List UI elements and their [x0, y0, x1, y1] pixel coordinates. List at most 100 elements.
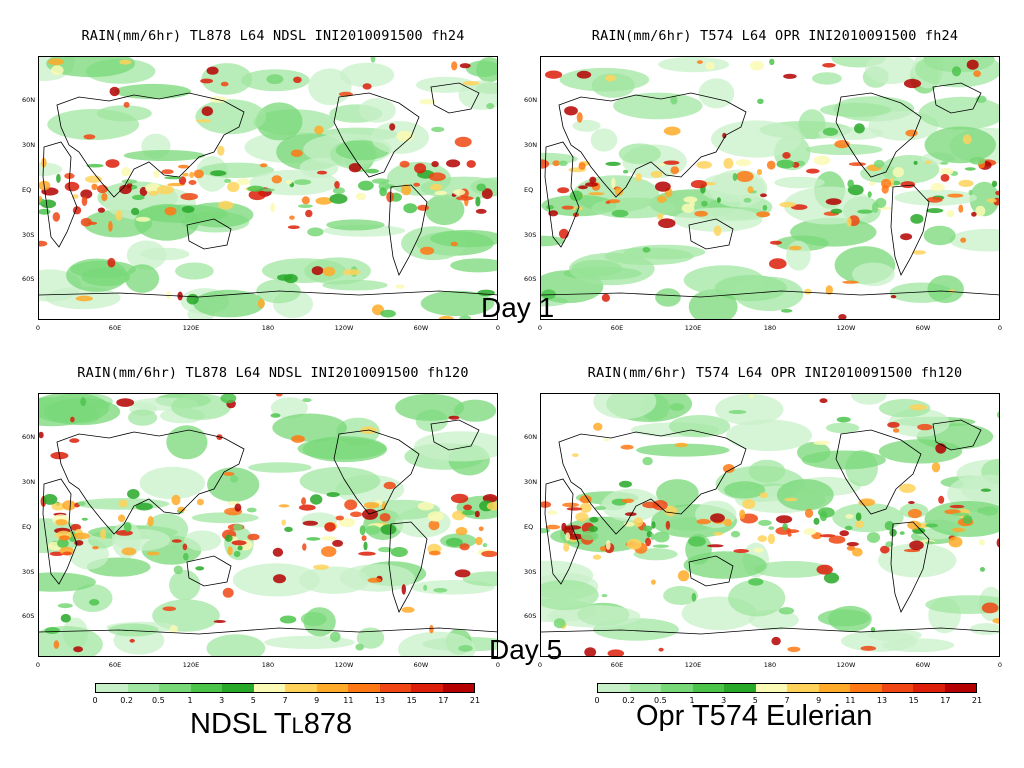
- lon-tick-label: 0: [537, 661, 543, 669]
- lon-tick-label: 0: [537, 324, 543, 332]
- colorbar-tick-label: 0.2: [622, 696, 636, 705]
- colorbar-cell: [944, 684, 976, 692]
- colorbar-cell: [96, 684, 128, 692]
- colorbar-cell: [913, 684, 945, 692]
- map-panel-ndsl-day1: RAIN(mm/6hr) TL878 L64 NDSL INI201009150…: [22, 28, 508, 338]
- colorbar-tick-label: 15: [908, 696, 919, 705]
- lon-tick-label: 120W: [334, 661, 354, 669]
- colorbar-tick-label: 17: [940, 696, 951, 705]
- colorbar-labels: 0 0.2 0.5 1 3 5 7 9 11 13 15 17 21: [594, 696, 982, 710]
- colorbar-tick-label: 3: [721, 696, 727, 705]
- map-panel-ndsl-day5: RAIN(mm/6hr) TL878 L64 NDSL INI201009150…: [22, 365, 508, 675]
- colorbar-tick-label: 13: [876, 696, 888, 705]
- lon-tick-label: 60E: [108, 324, 122, 332]
- lon-tick-label: 60W: [915, 324, 931, 332]
- lat-tick-label: 60N: [524, 96, 538, 104]
- lon-tick-label: 120W: [836, 661, 856, 669]
- lon-tick-label: 0: [997, 661, 1003, 669]
- colorbar-tick-label: 11: [343, 696, 354, 705]
- rain-field: [39, 57, 497, 319]
- panel-title: RAIN(mm/6hr) T574 L64 OPR INI2010091500 …: [591, 28, 959, 44]
- lat-tick-label: 30S: [22, 231, 35, 239]
- lat-tick-label: 30S: [22, 568, 35, 576]
- colorbar-cell: [724, 684, 756, 692]
- colorbar-cell: [661, 684, 693, 692]
- lon-tick-label: 0: [997, 324, 1003, 332]
- day-label-1: Day 1: [481, 292, 555, 323]
- colorbar-tick-label: 13: [374, 696, 386, 705]
- lon-tick-label: 120E: [684, 324, 702, 332]
- colorbar-tick-label: 9: [816, 696, 822, 705]
- caption-prefix: NDSL T: [190, 708, 292, 740]
- colorbar-cell: [598, 684, 630, 692]
- colorbar-tick-label: 9: [314, 696, 320, 705]
- lon-tick-label: 180: [763, 661, 777, 669]
- lat-tick-label: EQ: [22, 523, 32, 531]
- colorbar-tick-label: 1: [187, 696, 193, 705]
- caption-subscript: L: [291, 713, 304, 738]
- lat-tick-label: 30S: [524, 231, 537, 239]
- lon-tick-label: 120E: [182, 661, 200, 669]
- colorbar-tick-label: 0.5: [151, 696, 165, 705]
- colorbar-cell: [159, 684, 191, 692]
- colorbar-tick-label: 0.2: [120, 696, 134, 705]
- colorbar-cell: [818, 684, 850, 692]
- lon-tick-label: 0: [495, 661, 501, 669]
- colorbar-tick-label: 1: [689, 696, 695, 705]
- lat-tick-label: 60N: [22, 96, 36, 104]
- colorbar-cells: [597, 683, 977, 693]
- lon-tick-label: 0: [35, 661, 41, 669]
- colorbar-labels: 0 0.2 0.5 1 3 5 7 9 11 13 15 17 21: [92, 696, 480, 710]
- map-panel-opr-day5: RAIN(mm/6hr) T574 L64 OPR INI2010091500 …: [524, 365, 1010, 675]
- colorbar-tick-label: 15: [406, 696, 417, 705]
- rain-field: [541, 57, 999, 319]
- colorbar-left: 0 0.2 0.5 1 3 5 7 9 11 13 15 17 21: [92, 683, 480, 713]
- lat-tick-label: 30N: [524, 141, 538, 149]
- day-label-5: Day 5: [489, 634, 563, 665]
- caption-opr: Opr T574 Eulerian: [636, 700, 873, 732]
- lon-tick-label: 60E: [610, 324, 624, 332]
- lat-tick-label: 60S: [524, 612, 537, 620]
- colorbar-tick-label: 3: [219, 696, 225, 705]
- colorbar-cell: [411, 684, 443, 692]
- lat-tick-label: 30N: [524, 478, 538, 486]
- lat-tick-label: 30S: [524, 568, 537, 576]
- lon-tick-label: 180: [763, 324, 777, 332]
- rain-map: [38, 56, 498, 320]
- colorbar-cell: [629, 684, 661, 692]
- colorbar-tick-label: 21: [971, 696, 983, 705]
- colorbar-tick-label: 0: [594, 696, 600, 705]
- colorbar-cell: [881, 684, 913, 692]
- lat-tick-label: EQ: [524, 186, 534, 194]
- lat-tick-label: EQ: [524, 523, 534, 531]
- lat-tick-label: 60S: [524, 275, 537, 283]
- colorbar-cell: [850, 684, 882, 692]
- lat-tick-label: 60N: [524, 433, 538, 441]
- lon-tick-label: 60W: [413, 661, 429, 669]
- colorbar-cell: [379, 684, 411, 692]
- colorbar-right: 0 0.2 0.5 1 3 5 7 9 11 13 15 17 21: [594, 683, 982, 713]
- colorbar-tick-label: 0: [92, 696, 98, 705]
- colorbar-tick-label: 21: [469, 696, 481, 705]
- colorbar-tick-label: 7: [282, 696, 288, 705]
- lon-tick-label: 180: [261, 661, 275, 669]
- colorbar-cell: [442, 684, 474, 692]
- rain-map: [540, 393, 1000, 657]
- colorbar-cell: [222, 684, 254, 692]
- colorbar-tick-label: 7: [784, 696, 790, 705]
- map-panel-opr-day1: RAIN(mm/6hr) T574 L64 OPR INI2010091500 …: [524, 28, 1010, 338]
- lon-tick-label: 60E: [610, 661, 624, 669]
- colorbar-cells: [95, 683, 475, 693]
- colorbar-tick-label: 5: [250, 696, 256, 705]
- rain-field: [541, 394, 999, 656]
- colorbar-tick-label: 5: [752, 696, 758, 705]
- lon-tick-label: 60W: [915, 661, 931, 669]
- colorbar-cell: [285, 684, 317, 692]
- lat-tick-label: EQ: [22, 186, 32, 194]
- lon-tick-label: 120W: [836, 324, 856, 332]
- lon-tick-label: 60W: [413, 324, 429, 332]
- rain-map: [540, 56, 1000, 320]
- lat-tick-label: 60N: [22, 433, 36, 441]
- colorbar-cell: [253, 684, 285, 692]
- colorbar-tick-label: 0.5: [653, 696, 667, 705]
